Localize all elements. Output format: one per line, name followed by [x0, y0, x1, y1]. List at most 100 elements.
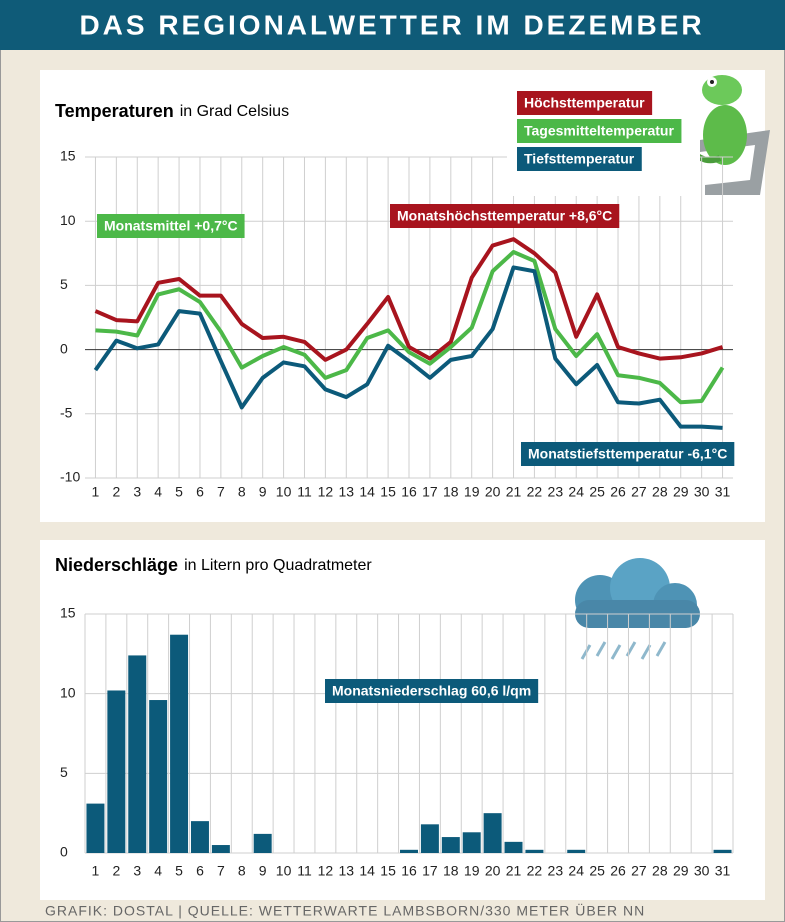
bar: [107, 690, 125, 853]
chart-heading: Niederschläge in Litern pro Quadratmeter: [55, 555, 372, 575]
legend-entry: Höchsttemperatur: [524, 95, 645, 111]
x-tick-label: 4: [154, 863, 162, 879]
annotation: Monatshöchsttemperatur +8,6°C: [397, 208, 612, 224]
x-tick-label: 2: [112, 484, 120, 500]
x-tick-label: 8: [238, 863, 246, 879]
x-tick-label: 1: [92, 863, 100, 879]
y-tick-label: 10: [60, 684, 76, 700]
y-tick-label: -10: [60, 469, 80, 485]
x-tick-label: 26: [610, 863, 626, 879]
x-tick-label: 22: [527, 863, 543, 879]
bar: [714, 850, 732, 853]
x-tick-label: 14: [359, 863, 375, 879]
bar: [254, 834, 272, 853]
x-tick-label: 9: [259, 863, 267, 879]
x-tick-label: 13: [339, 484, 355, 500]
y-tick-label: 5: [60, 276, 68, 292]
x-tick-label: 25: [589, 484, 605, 500]
x-tick-label: 8: [238, 484, 246, 500]
x-tick-label: 13: [339, 863, 355, 879]
x-tick-label: 6: [196, 863, 204, 879]
bar: [421, 824, 439, 853]
bar: [191, 821, 209, 853]
x-tick-label: 20: [485, 484, 501, 500]
x-tick-label: 16: [401, 484, 417, 500]
header-title: DAS REGIONALWETTER IM DEZEMBER: [79, 9, 704, 40]
x-tick-label: 2: [112, 863, 120, 879]
chart-subtitle: in Grad Celsius: [180, 103, 289, 120]
x-tick-label: 14: [359, 484, 375, 500]
y-tick-label: 15: [60, 148, 76, 164]
x-tick-label: 25: [589, 863, 605, 879]
x-tick-label: 3: [133, 484, 141, 500]
x-tick-label: 7: [217, 863, 225, 879]
x-tick-label: 30: [694, 484, 710, 500]
x-tick-label: 21: [506, 863, 522, 879]
x-tick-label: 11: [297, 484, 312, 500]
x-tick-label: 19: [464, 863, 480, 879]
chart-title: Niederschläge: [55, 555, 178, 575]
x-tick-label: 12: [318, 484, 334, 500]
legend-entry: Tagesmitteltemperatur: [524, 123, 674, 139]
y-tick-label: 15: [60, 605, 76, 621]
x-tick-label: 29: [673, 484, 689, 500]
x-tick-label: 24: [568, 484, 584, 500]
x-tick-label: 12: [318, 863, 334, 879]
bar: [567, 850, 585, 853]
source-note: GRAFIK: DOSTAL | QUELLE: WETTERWARTE LAM…: [45, 902, 645, 919]
bar: [442, 837, 460, 853]
x-tick-label: 28: [652, 484, 668, 500]
annotation: Monatsmittel +0,7°C: [104, 218, 238, 234]
bar: [86, 804, 104, 853]
x-tick-label: 27: [631, 863, 647, 879]
bar: [525, 850, 543, 853]
x-tick-label: 10: [276, 863, 292, 879]
x-tick-label: 29: [673, 863, 689, 879]
bar: [212, 845, 230, 853]
x-tick-label: 6: [196, 484, 204, 500]
x-tick-label: 22: [527, 484, 543, 500]
x-tick-label: 3: [133, 863, 141, 879]
y-tick-label: 5: [60, 764, 68, 780]
x-tick-label: 5: [175, 863, 183, 879]
chart-subtitle: in Litern pro Quadratmeter: [184, 557, 372, 574]
x-tick-label: 28: [652, 863, 668, 879]
x-tick-label: 15: [380, 484, 396, 500]
x-tick-label: 26: [610, 484, 626, 500]
x-tick-label: 17: [422, 484, 438, 500]
x-tick-label: 27: [631, 484, 647, 500]
x-tick-label: 11: [297, 863, 312, 879]
bar: [484, 813, 502, 853]
x-tick-label: 15: [380, 863, 396, 879]
x-tick-label: 23: [548, 484, 564, 500]
chart-title: Temperaturen: [55, 101, 174, 121]
annotation: Monatstiefsttemperatur -6,1°C: [528, 446, 727, 462]
x-tick-label: 17: [422, 863, 438, 879]
infographic: DAS REGIONALWETTER IM DEZEMBER Temperatu…: [0, 0, 785, 922]
y-tick-label: 10: [60, 212, 76, 228]
y-tick-label: 0: [60, 340, 68, 356]
y-tick-label: 0: [60, 844, 68, 860]
x-tick-label: 10: [276, 484, 292, 500]
x-tick-label: 31: [715, 484, 731, 500]
bar: [128, 655, 146, 853]
x-tick-label: 21: [506, 484, 522, 500]
annotation: Monatsniederschlag 60,6 l/qm: [332, 683, 531, 699]
x-tick-label: 30: [694, 863, 710, 879]
bar: [463, 832, 481, 853]
x-tick-label: 4: [154, 484, 162, 500]
x-tick-label: 5: [175, 484, 183, 500]
x-tick-label: 7: [217, 484, 225, 500]
bar: [505, 842, 523, 853]
x-tick-label: 9: [259, 484, 267, 500]
x-tick-label: 16: [401, 863, 417, 879]
bar: [149, 700, 167, 853]
x-tick-label: 18: [443, 863, 459, 879]
chart-heading: Temperaturen in Grad Celsius: [55, 101, 289, 121]
x-tick-label: 23: [548, 863, 564, 879]
x-tick-label: 1: [92, 484, 100, 500]
bar: [400, 850, 418, 853]
x-tick-label: 20: [485, 863, 501, 879]
legend-entry: Tiefsttemperatur: [524, 151, 635, 167]
x-tick-label: 18: [443, 484, 459, 500]
